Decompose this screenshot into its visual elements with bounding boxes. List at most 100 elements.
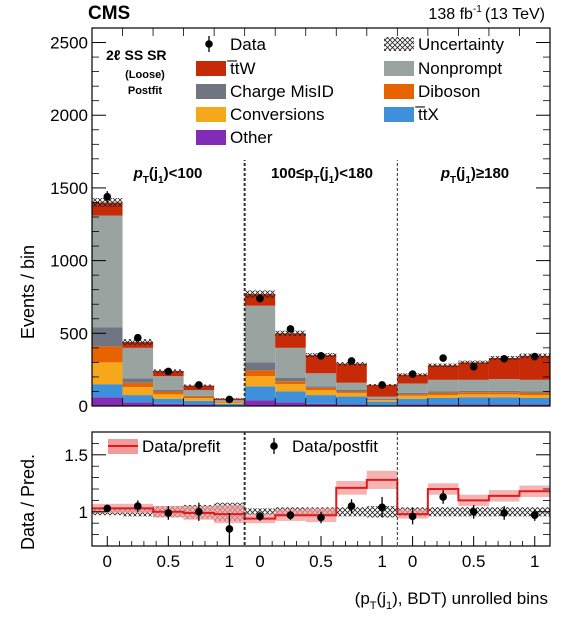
bar-5-6 bbox=[275, 347, 306, 378]
postfit-point-3 bbox=[195, 508, 203, 516]
bar-3-8 bbox=[336, 391, 367, 393]
bar-4-12 bbox=[458, 390, 489, 393]
bar-6-11 bbox=[427, 365, 459, 380]
bar-1-8 bbox=[336, 396, 367, 405]
region-subtitle-1: (Loose) bbox=[125, 69, 165, 81]
legend-swatch bbox=[384, 107, 414, 122]
legend-label: Uncertainty bbox=[418, 35, 504, 54]
bar-3-3 bbox=[183, 396, 215, 399]
bar-4-9 bbox=[366, 398, 398, 400]
bar-5-8 bbox=[336, 382, 367, 391]
bar-4-11 bbox=[427, 391, 459, 393]
bar-5-2 bbox=[153, 376, 184, 391]
ratio-xtick-label: 0.5 bbox=[157, 552, 181, 571]
bar-2-7 bbox=[305, 390, 337, 396]
x-axis-label-part1: (p bbox=[355, 589, 370, 608]
postfit-point-8 bbox=[347, 502, 356, 510]
region-label-part: )<100 bbox=[164, 165, 203, 182]
ratio-xtick-label: 1 bbox=[530, 552, 539, 571]
bar-1-7 bbox=[305, 395, 337, 404]
bar-3-0 bbox=[92, 346, 123, 363]
bar-3-6 bbox=[275, 381, 306, 385]
bar-5-11 bbox=[427, 379, 459, 392]
region-label-part: T bbox=[313, 175, 319, 186]
main-ytick-label: 0 bbox=[79, 397, 88, 416]
bar-1-2 bbox=[153, 398, 184, 404]
bar-2-3 bbox=[183, 398, 215, 401]
data-point-11 bbox=[439, 354, 447, 362]
unc-1 bbox=[122, 339, 154, 345]
bar-2-11 bbox=[427, 395, 459, 399]
bar-5-3 bbox=[183, 390, 215, 396]
postfit-point-1 bbox=[134, 502, 142, 510]
x-axis-label-sub2: 1 bbox=[386, 600, 392, 612]
region-label-part: p bbox=[133, 165, 143, 182]
region-label-part: 1 bbox=[465, 175, 471, 186]
postfit-point-6 bbox=[286, 511, 295, 520]
region-label-1: 100≤pT(j1)<180 bbox=[271, 165, 373, 186]
legend-swatch bbox=[196, 107, 226, 122]
bar-3-1 bbox=[122, 382, 154, 388]
postfit-point-4 bbox=[225, 525, 234, 533]
data-points bbox=[103, 191, 539, 404]
bar-1-1 bbox=[122, 395, 154, 403]
bar-3-5 bbox=[244, 370, 276, 377]
region-label-2: pT(j1)≥180 bbox=[440, 165, 509, 186]
region-label-part: (j bbox=[320, 165, 329, 182]
legend-swatch bbox=[384, 61, 414, 76]
main-ytick-label: 1000 bbox=[50, 252, 88, 271]
bar-3-12 bbox=[458, 392, 489, 395]
unc-12 bbox=[458, 360, 489, 365]
data-point-9 bbox=[378, 381, 386, 389]
region-label-part: )<180 bbox=[334, 165, 373, 182]
legend-swatch bbox=[384, 84, 414, 99]
ratio-xtick-label: 1 bbox=[377, 552, 386, 571]
bar-0-8 bbox=[336, 404, 367, 406]
bar-5-10 bbox=[397, 383, 428, 393]
bar-0-2 bbox=[153, 403, 184, 406]
postfit-point-13 bbox=[500, 509, 509, 517]
postfit-point-7 bbox=[317, 513, 325, 522]
bar-4-8 bbox=[336, 390, 367, 392]
legend-label: t̅tX bbox=[415, 105, 439, 124]
region-label-part: 1 bbox=[329, 175, 335, 186]
bar-0-12 bbox=[458, 404, 489, 406]
bar-4-2 bbox=[153, 390, 184, 392]
legend-label: Diboson bbox=[418, 82, 480, 101]
postfit-point-12 bbox=[469, 508, 478, 516]
luminosity-label: 138 fb-1 (13 TeV) bbox=[428, 4, 545, 23]
bar-0-14 bbox=[519, 404, 550, 406]
main-axes: 0 500 1000 1500 2000 2500 bbox=[50, 27, 551, 416]
bar-0-7 bbox=[305, 403, 337, 406]
lumi-value: 138 fb bbox=[428, 6, 473, 23]
data-point-6 bbox=[286, 325, 295, 333]
main-ytick-label: 2500 bbox=[50, 34, 88, 53]
ratio-xtick-label: 0.5 bbox=[309, 552, 333, 571]
bar-1-14 bbox=[519, 398, 550, 405]
bar-0-1 bbox=[122, 402, 154, 406]
bar-0-3 bbox=[183, 404, 215, 406]
bar-1-9 bbox=[366, 401, 398, 406]
bar-4-0 bbox=[92, 327, 123, 347]
bar-0-13 bbox=[488, 404, 520, 406]
region-labels: pT(j1)<100 100≤pT(j1)<180 pT(j1)≥180 bbox=[133, 165, 510, 186]
main-y-axis-label: Events / bin bbox=[18, 245, 38, 339]
bar-2-6 bbox=[275, 384, 306, 392]
bar-5-0 bbox=[92, 215, 123, 328]
bar-0-10 bbox=[397, 404, 428, 406]
region-label-0: pT(j1)<100 bbox=[133, 165, 203, 186]
data-point-2 bbox=[164, 367, 173, 376]
bar-0-0 bbox=[92, 397, 123, 406]
region-label-part: T bbox=[143, 175, 149, 186]
bar-2-5 bbox=[244, 376, 276, 387]
ratio-legend: Data/prefit Data/postfit bbox=[108, 437, 378, 456]
bar-3-2 bbox=[153, 391, 184, 395]
bar-1-13 bbox=[488, 397, 520, 405]
bar-5-13 bbox=[488, 379, 520, 391]
bar-2-1 bbox=[122, 387, 154, 396]
bar-3-14 bbox=[519, 392, 550, 396]
data-point-12 bbox=[469, 362, 478, 371]
bar-3-11 bbox=[427, 392, 459, 396]
postfit-point-5 bbox=[256, 512, 264, 521]
